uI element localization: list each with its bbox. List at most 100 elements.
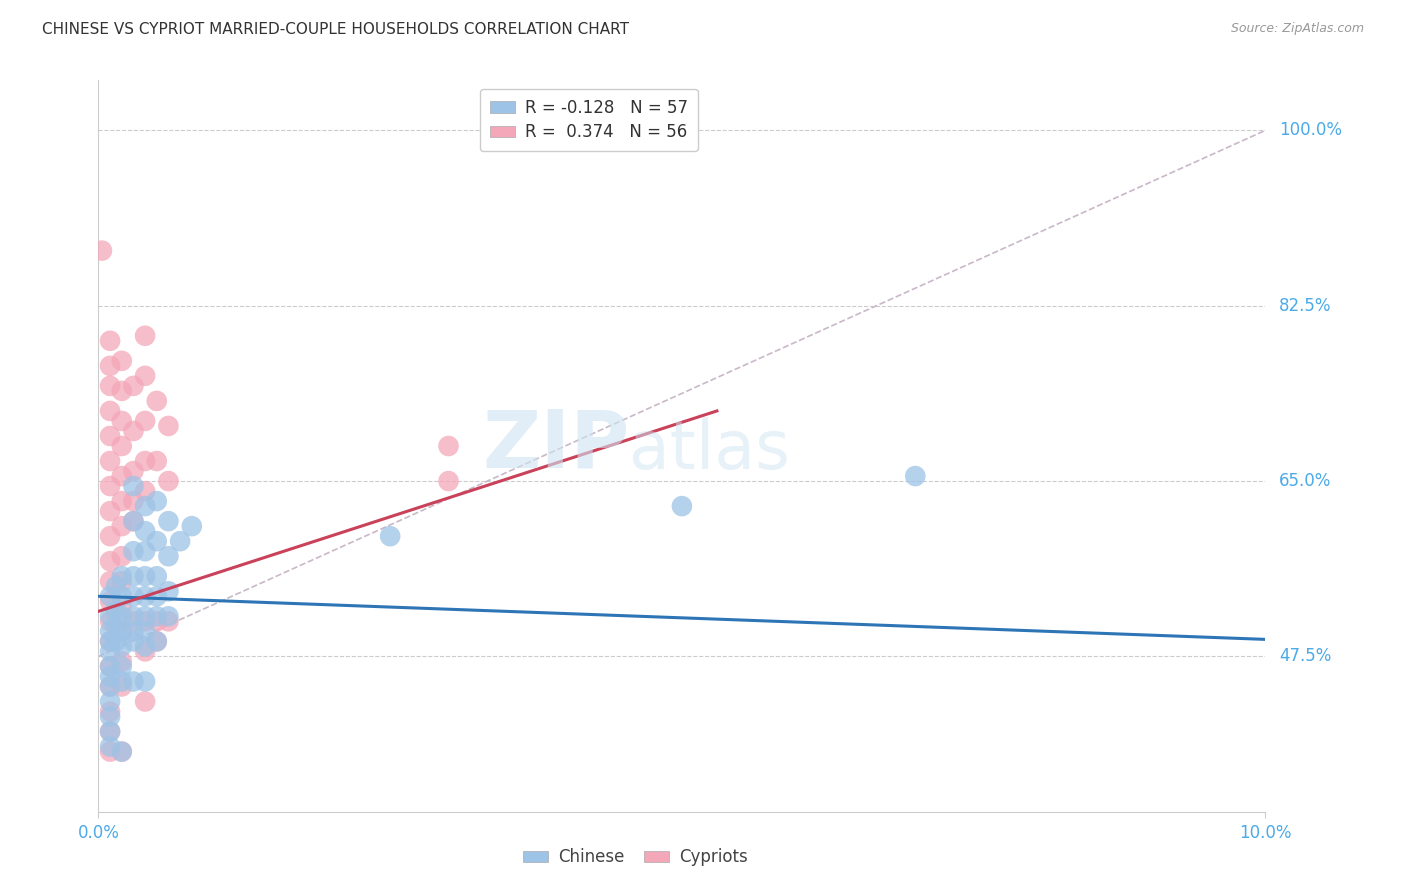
Point — [122, 634, 145, 648]
Point — [157, 474, 180, 488]
Point — [104, 619, 127, 633]
Point — [98, 529, 121, 543]
Text: 82.5%: 82.5% — [1279, 297, 1331, 315]
Point — [111, 439, 134, 453]
Point — [111, 384, 134, 398]
Point — [98, 589, 121, 603]
Point — [98, 724, 121, 739]
Point — [146, 454, 169, 468]
Point — [98, 404, 121, 418]
Point — [98, 694, 121, 708]
Point — [98, 574, 121, 589]
Point — [146, 609, 169, 624]
Point — [111, 574, 134, 589]
Point — [134, 644, 156, 658]
Point — [111, 624, 134, 639]
Point — [98, 554, 121, 568]
Point — [157, 584, 180, 599]
Text: atlas: atlas — [630, 417, 790, 483]
Legend: Chinese, Cypriots: Chinese, Cypriots — [516, 841, 755, 873]
Point — [98, 504, 121, 518]
Point — [122, 424, 145, 438]
Point — [134, 499, 156, 513]
Point — [98, 680, 121, 694]
Point — [671, 499, 693, 513]
Point — [134, 624, 156, 639]
Point — [146, 393, 169, 408]
Point — [111, 469, 134, 483]
Point — [134, 524, 156, 538]
Point — [134, 414, 156, 428]
Point — [98, 479, 121, 493]
Point — [98, 454, 121, 468]
Point — [98, 379, 121, 393]
Point — [146, 634, 169, 648]
Point — [111, 640, 134, 654]
Point — [157, 549, 180, 564]
Point — [98, 634, 121, 648]
Point — [98, 739, 121, 754]
Point — [111, 589, 134, 603]
Point — [122, 514, 145, 528]
Point — [111, 599, 134, 614]
Point — [134, 674, 156, 689]
Point — [146, 534, 169, 549]
Point — [122, 569, 145, 583]
Point — [122, 624, 145, 639]
Point — [111, 745, 134, 759]
Text: ZIP: ZIP — [482, 407, 630, 485]
Point — [111, 659, 134, 673]
Point — [134, 454, 156, 468]
Point — [437, 439, 460, 453]
Point — [98, 659, 121, 673]
Text: CHINESE VS CYPRIOT MARRIED-COUPLE HOUSEHOLDS CORRELATION CHART: CHINESE VS CYPRIOT MARRIED-COUPLE HOUSEH… — [42, 22, 628, 37]
Point — [169, 534, 191, 549]
Point — [98, 669, 121, 683]
Point — [111, 680, 134, 694]
Point — [98, 659, 121, 673]
Point — [122, 514, 145, 528]
Point — [122, 615, 145, 629]
Point — [122, 479, 145, 493]
Point — [98, 644, 121, 658]
Point — [98, 429, 121, 443]
Point — [111, 745, 134, 759]
Point — [157, 609, 180, 624]
Point — [122, 494, 145, 508]
Point — [146, 634, 169, 648]
Point — [111, 519, 134, 533]
Point — [111, 354, 134, 368]
Point — [111, 569, 134, 583]
Point — [437, 474, 460, 488]
Point — [146, 494, 169, 508]
Point — [134, 484, 156, 499]
Text: 100.0%: 100.0% — [1279, 121, 1343, 139]
Point — [111, 414, 134, 428]
Point — [134, 368, 156, 383]
Text: 47.5%: 47.5% — [1279, 648, 1331, 665]
Point — [157, 615, 180, 629]
Point — [98, 680, 121, 694]
Point — [157, 419, 180, 434]
Point — [98, 705, 121, 719]
Point — [104, 634, 127, 648]
Point — [157, 514, 180, 528]
Point — [134, 544, 156, 558]
Point — [134, 694, 156, 708]
Point — [122, 464, 145, 478]
Point — [134, 589, 156, 603]
Point — [122, 379, 145, 393]
Point — [134, 615, 156, 629]
Text: 65.0%: 65.0% — [1279, 472, 1331, 490]
Point — [98, 609, 121, 624]
Point — [98, 334, 121, 348]
Point — [122, 589, 145, 603]
Point — [98, 634, 121, 648]
Point — [90, 244, 112, 258]
Text: Source: ZipAtlas.com: Source: ZipAtlas.com — [1230, 22, 1364, 36]
Point — [98, 745, 121, 759]
Point — [111, 494, 134, 508]
Point — [98, 615, 121, 629]
Point — [134, 640, 156, 654]
Point — [111, 655, 134, 669]
